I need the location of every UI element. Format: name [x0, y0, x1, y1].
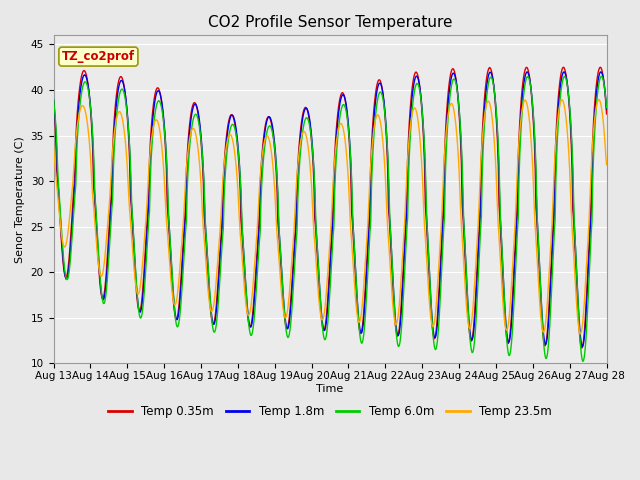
Y-axis label: Senor Temperature (C): Senor Temperature (C) — [15, 136, 25, 263]
Legend: Temp 0.35m, Temp 1.8m, Temp 6.0m, Temp 23.5m: Temp 0.35m, Temp 1.8m, Temp 6.0m, Temp 2… — [104, 401, 557, 423]
Title: CO2 Profile Sensor Temperature: CO2 Profile Sensor Temperature — [208, 15, 452, 30]
X-axis label: Time: Time — [316, 384, 344, 394]
Text: TZ_co2prof: TZ_co2prof — [62, 50, 135, 63]
